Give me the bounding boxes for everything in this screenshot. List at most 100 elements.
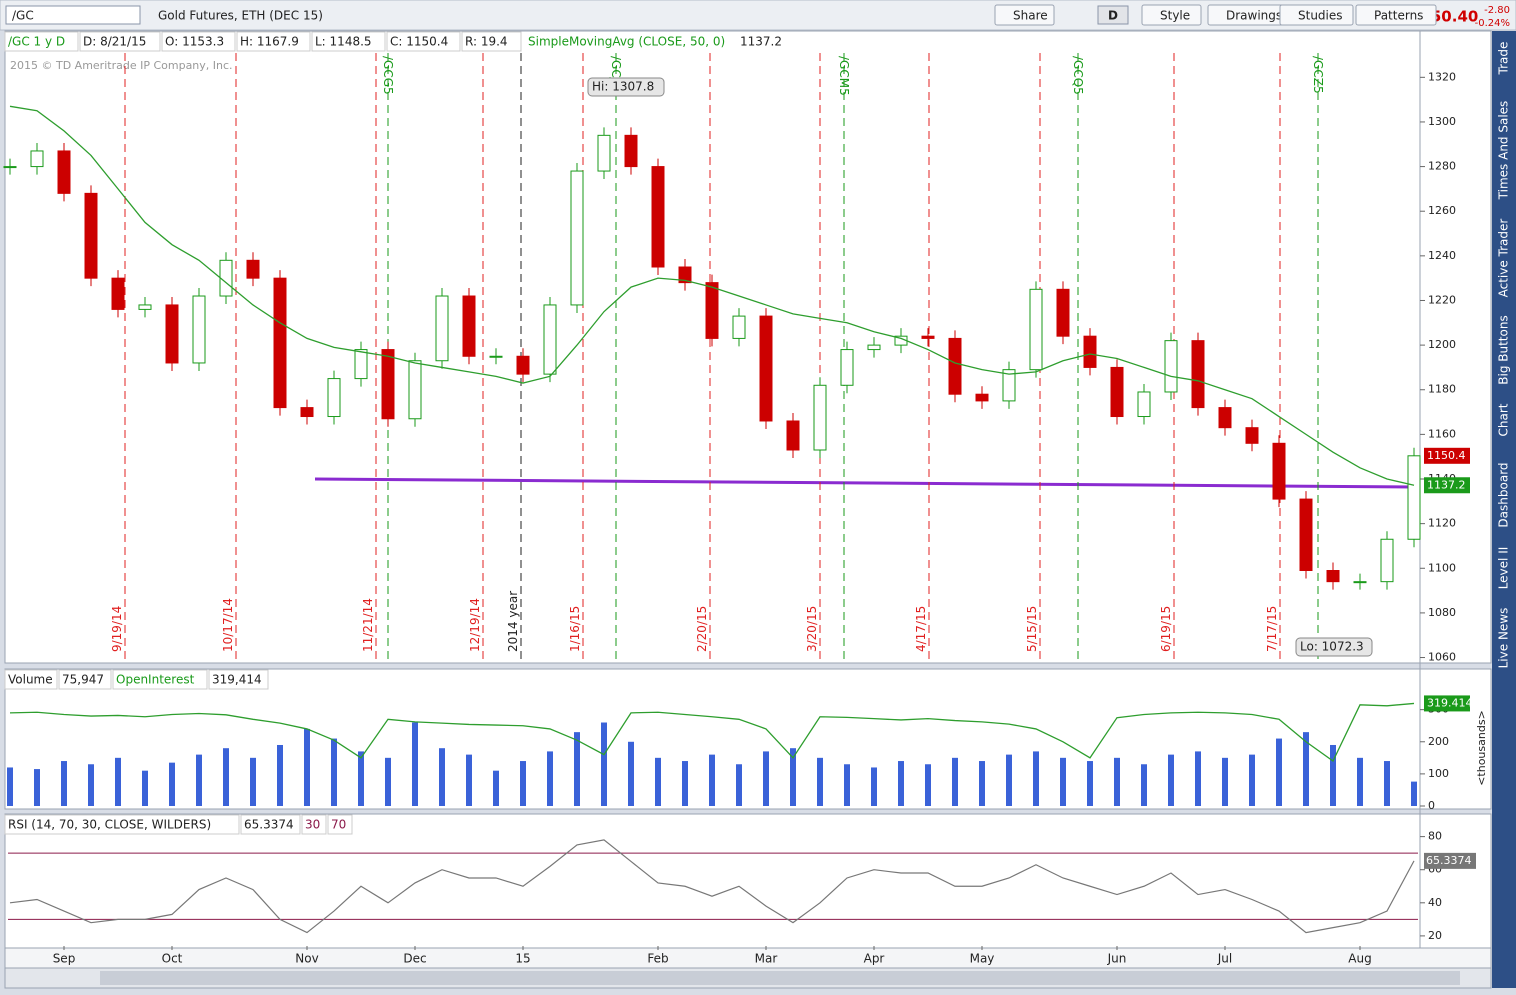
volume-bar xyxy=(7,767,13,806)
volume-bar xyxy=(196,754,202,806)
y-tick-label: 1060 xyxy=(1428,651,1456,664)
scroll-thumb[interactable] xyxy=(100,971,1460,985)
candle xyxy=(1029,288,1043,371)
legend-name: OpenInterest xyxy=(116,673,195,687)
volume-bar xyxy=(709,754,715,806)
volume-bar xyxy=(1222,757,1228,806)
y-tick-label: 1100 xyxy=(1428,561,1456,574)
x-tick-label: Sep xyxy=(53,952,76,966)
info-cell xyxy=(311,31,386,52)
candle xyxy=(948,337,962,395)
event-label: /GCG5 xyxy=(381,56,395,95)
change: -2.80 xyxy=(1484,5,1510,16)
toolbar-button[interactable] xyxy=(1279,4,1354,26)
symbol-box[interactable] xyxy=(5,5,141,25)
side-tab[interactable]: Chart xyxy=(1497,403,1511,436)
event-label: 9/19/14 xyxy=(110,606,124,652)
candle xyxy=(813,384,827,451)
candle xyxy=(624,134,638,168)
legend-cell xyxy=(4,669,58,690)
event-label: 12/19/14 xyxy=(468,598,482,652)
side-tab[interactable]: Dashboard xyxy=(1497,462,1511,527)
y-tick-label: 1240 xyxy=(1428,249,1456,262)
volume-bar xyxy=(898,761,904,806)
legend-cell xyxy=(240,814,301,835)
x-tick-label: May xyxy=(970,952,995,966)
event-label: 2/20/15 xyxy=(695,606,709,652)
volume-bar xyxy=(871,767,877,806)
toolbar-button[interactable] xyxy=(1355,4,1437,26)
event-label: 11/21/14 xyxy=(361,598,375,652)
candle xyxy=(219,259,233,297)
toolbar-button-label[interactable]: Patterns xyxy=(1374,9,1423,23)
volume-bar xyxy=(493,770,499,806)
candle xyxy=(840,349,854,386)
legend-item: 70 xyxy=(331,818,346,832)
candle xyxy=(138,304,152,310)
info-item: H: 1167.9 xyxy=(240,35,299,49)
aggregation[interactable]: D xyxy=(1108,9,1118,23)
symbol[interactable]: /GC xyxy=(12,9,34,23)
info-cell xyxy=(4,31,79,52)
side-tab[interactable]: Big Buttons xyxy=(1497,315,1511,384)
legend-cell xyxy=(208,669,269,690)
toolbar-button-label[interactable]: Drawings xyxy=(1226,9,1282,23)
info-cell xyxy=(161,31,236,52)
candle xyxy=(1137,391,1151,418)
time-axis xyxy=(4,947,1492,969)
info-item: C: 1150.4 xyxy=(390,35,448,49)
side-tab[interactable]: Live News xyxy=(1497,608,1511,669)
x-tick-label: 15 xyxy=(515,952,530,966)
legend-cell xyxy=(112,669,208,690)
side-tab[interactable]: Times And Sales xyxy=(1497,101,1511,201)
axis-value-box xyxy=(1424,447,1470,464)
candle xyxy=(111,277,125,310)
toolbar-button-label[interactable]: Studies xyxy=(1298,9,1343,23)
side-tab[interactable]: Trade xyxy=(1497,42,1511,76)
axis-value-box xyxy=(1424,477,1470,494)
volume-bar xyxy=(1384,761,1390,806)
candle xyxy=(1164,340,1178,393)
volume-bar xyxy=(1330,744,1336,806)
x-tick-label: Dec xyxy=(403,952,426,966)
event-label: 3/20/15 xyxy=(805,606,819,652)
toolbar-button-label[interactable]: Style xyxy=(1160,9,1190,23)
candle xyxy=(597,134,611,172)
y-tick-label: 1300 xyxy=(1428,115,1456,128)
axis-value-box xyxy=(1424,852,1476,869)
volume-bar xyxy=(925,764,931,806)
volume-bar xyxy=(790,748,796,806)
candle xyxy=(732,315,746,339)
y-tick-label: 1120 xyxy=(1428,517,1456,530)
side-tab[interactable]: Active Trader xyxy=(1497,219,1511,298)
x-tick-label: Mar xyxy=(755,952,778,966)
trendline[interactable] xyxy=(314,477,1416,489)
legend-item: RSI (14, 70, 30, CLOSE, WILDERS) xyxy=(8,818,211,832)
side-tab[interactable]: Level II xyxy=(1497,547,1511,590)
volume-bar xyxy=(1087,761,1093,806)
volume-bar xyxy=(547,751,553,806)
toolbar-button[interactable] xyxy=(1141,4,1202,26)
open-interest-line xyxy=(9,702,1415,763)
candle xyxy=(192,295,206,364)
candle xyxy=(57,150,71,194)
volume-bar xyxy=(142,770,148,806)
candle xyxy=(1353,581,1367,584)
chart-layer: Share Style Drawings Studies Patterns D Trade T… xyxy=(3,4,1511,966)
x-tick-label: Nov xyxy=(295,952,318,966)
volume-bar xyxy=(412,722,418,806)
volume-bar xyxy=(736,764,742,806)
volume-bar xyxy=(115,757,121,806)
x-tick-label: Apr xyxy=(864,952,885,966)
aggregation-button[interactable] xyxy=(1097,5,1129,25)
annotation-box xyxy=(1295,637,1373,657)
copyright: 2015 © TD Ameritrade IP Company, Inc. xyxy=(10,59,233,72)
candle xyxy=(867,344,881,351)
toolbar-button[interactable] xyxy=(994,4,1055,26)
candle xyxy=(1056,288,1070,337)
side-bar xyxy=(1492,31,1516,988)
volume-bar xyxy=(763,751,769,806)
info-item: L: 1148.5 xyxy=(315,35,372,49)
toolbar-button-label[interactable]: Share xyxy=(1013,9,1048,23)
info-cell xyxy=(236,31,311,52)
